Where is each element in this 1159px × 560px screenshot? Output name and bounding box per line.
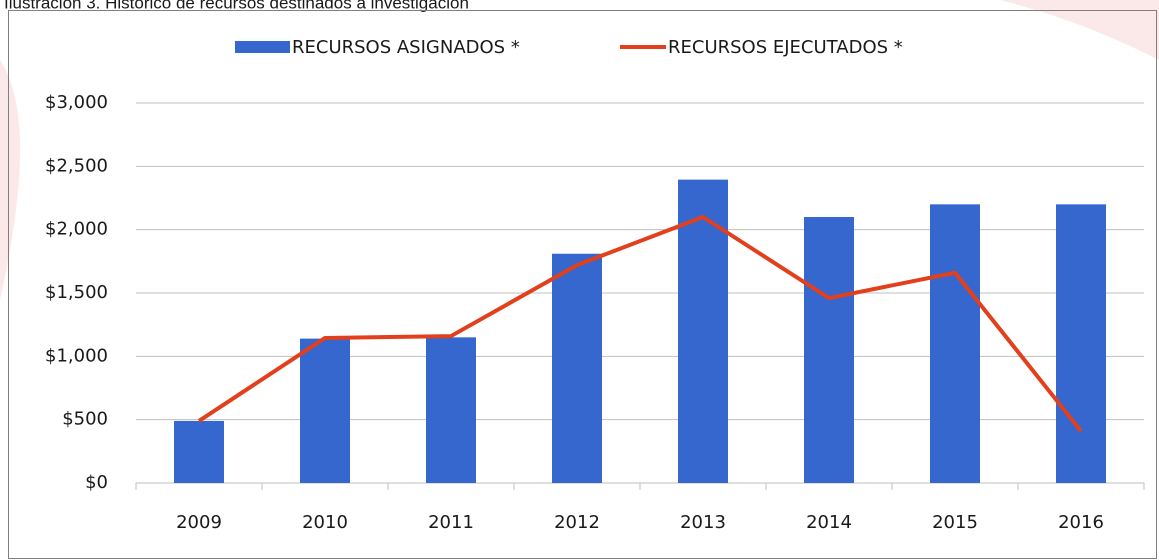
y-tick-label: $1,500 [45, 282, 108, 303]
y-tick-label: $2,000 [45, 219, 108, 240]
bar [174, 420, 224, 483]
x-tick-label: 2016 [1058, 512, 1104, 533]
x-tick-label: 2013 [680, 512, 726, 533]
x-tick-label: 2009 [176, 512, 222, 533]
y-tick-label: $500 [62, 409, 108, 430]
watermark [0, 60, 20, 300]
y-tick-label: $1,000 [45, 345, 108, 366]
x-tick-label: 2014 [806, 512, 852, 533]
bar [930, 204, 980, 484]
bar [552, 253, 602, 483]
y-tick-label: $0 [85, 472, 108, 493]
x-tick-label: 2012 [554, 512, 600, 533]
x-tick-label: 2015 [932, 512, 978, 533]
x-tick-label: 2011 [428, 512, 474, 533]
y-tick-label: $2,500 [45, 155, 108, 176]
legend-swatch [235, 41, 290, 53]
bar [300, 338, 350, 483]
legend-label: RECURSOS EJECUTADOS * [668, 37, 903, 58]
y-tick-label: $3,000 [45, 92, 108, 113]
bar [426, 337, 476, 483]
bar [1056, 204, 1106, 484]
bar [678, 179, 728, 483]
x-tick-label: 2010 [302, 512, 348, 533]
bar [804, 217, 854, 483]
watermark [1000, 0, 1159, 60]
line [197, 215, 1083, 433]
chart-frame [8, 10, 1157, 559]
caption: Ilustración 3. Histórico de recursos des… [4, 0, 469, 12]
legend-label: RECURSOS ASIGNADOS * [292, 37, 520, 58]
